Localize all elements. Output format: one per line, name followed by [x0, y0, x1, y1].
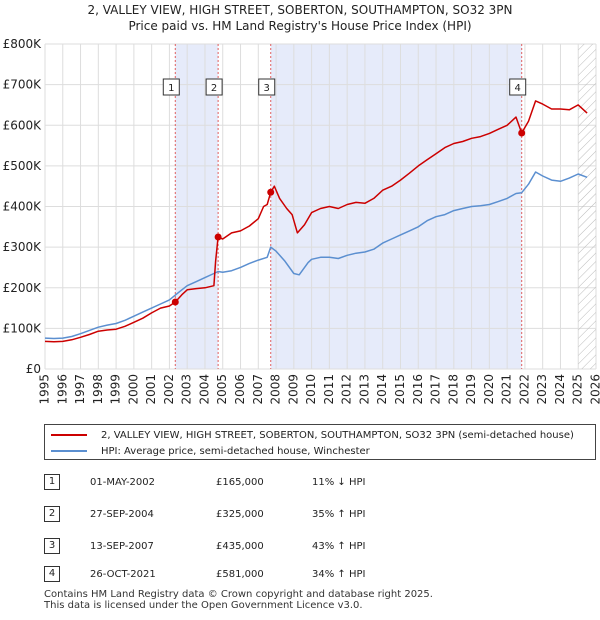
transaction-price: £435,000	[216, 541, 264, 552]
transaction-label-text: 4	[515, 83, 521, 94]
transaction-label-box	[258, 78, 276, 96]
forecast-hatch	[578, 44, 596, 369]
x-tick-label: 2011	[322, 374, 336, 405]
transaction-price: £581,000	[216, 569, 264, 580]
y-tick-label: £500K	[3, 159, 43, 173]
transaction-label-box	[162, 78, 180, 96]
chart-legend: 2, VALLEY VIEW, HIGH STREET, SOBERTON, S…	[44, 424, 596, 460]
transaction-hpi: 34% ↑ HPI	[312, 569, 366, 580]
table-row: 3 13-SEP-2007 £435,000 43% ↑ HPI	[44, 538, 444, 556]
x-tick-label: 2008	[269, 374, 283, 405]
transaction-label-text: 3	[264, 83, 270, 94]
x-tick-label: 2006	[233, 374, 247, 405]
table-row: 2 27-SEP-2004 £325,000 35% ↑ HPI	[44, 506, 444, 524]
transaction-label-text: 2	[211, 83, 217, 94]
transaction-label-box	[205, 78, 223, 96]
transaction-date: 27-SEP-2004	[90, 509, 154, 520]
legend-hpi-label: HPI: Average price, semi-detached house,…	[101, 445, 370, 457]
x-tick-label: 2009	[286, 374, 300, 405]
transaction-date: 26-OCT-2021	[90, 569, 156, 580]
x-tick-label: 2004	[197, 374, 211, 405]
transaction-hpi: 43% ↑ HPI	[312, 541, 366, 552]
x-tick-label: 2018	[446, 374, 460, 405]
transaction-date: 13-SEP-2007	[90, 541, 154, 552]
legend-property-swatch	[51, 434, 87, 436]
hpi-line	[44, 171, 588, 340]
x-tick-label: 2013	[357, 374, 371, 405]
y-tick-label: £100K	[3, 321, 43, 335]
x-tick-label: 2023	[535, 374, 549, 405]
transaction-price: £165,000	[216, 477, 264, 488]
transaction-hpi: 35% ↑ HPI	[312, 509, 366, 520]
x-tick-label: 2002	[162, 374, 176, 405]
x-tick-label: 1999	[109, 374, 123, 405]
x-tick-label: 2007	[251, 374, 265, 405]
transaction-date: 01-MAY-2002	[90, 477, 156, 488]
x-tick-label: 1997	[73, 374, 87, 405]
legend-hpi-swatch	[51, 450, 87, 452]
price-chart: 1 2 3 4 £0 £100K £200K £300K £400K £500K £600K £70…	[3, 37, 600, 405]
x-tick-label: 2020	[482, 374, 496, 405]
x-tick-label: 2021	[500, 374, 514, 405]
x-tick-label: 2025	[571, 374, 585, 405]
y-tick-label: £800K	[3, 37, 43, 51]
x-tick-label: 2019	[464, 374, 478, 405]
x-tick-label: 1995	[38, 374, 52, 405]
transaction-label: 3	[258, 78, 276, 96]
transaction-number: 2	[44, 506, 60, 522]
transaction-price: £325,000	[216, 509, 264, 520]
x-tick-label: 2005	[215, 374, 229, 405]
legend-item-property: 2, VALLEY VIEW, HIGH STREET, SOBERTON, S…	[51, 427, 574, 443]
table-row: 1 01-MAY-2002 £165,000 11% ↓ HPI	[44, 474, 444, 492]
x-tick-label: 1998	[91, 374, 105, 405]
x-tick-label: 2015	[393, 374, 407, 405]
y-tick-label: £400K	[3, 200, 43, 214]
legend-property-label: 2, VALLEY VIEW, HIGH STREET, SOBERTON, S…	[101, 429, 574, 441]
transaction-number: 3	[44, 538, 60, 554]
y-tick-label: £700K	[3, 78, 43, 92]
transaction-label: 2	[205, 78, 223, 96]
transaction-point	[518, 129, 526, 137]
transaction-number: 4	[44, 566, 60, 582]
x-tick-label: 2014	[375, 374, 389, 405]
footer-copyright: Contains HM Land Registry data © Crown c…	[44, 589, 433, 600]
transaction-number: 1	[44, 474, 60, 490]
transaction-label-text: 1	[168, 83, 174, 94]
transaction-point	[267, 188, 275, 196]
property-price-line	[44, 100, 588, 343]
y-tick-label: £600K	[3, 118, 43, 132]
footer-license: This data is licensed under the Open Gov…	[44, 600, 363, 611]
x-tick-label: 2012	[340, 374, 354, 405]
table-row: 4 26-OCT-2021 £581,000 34% ↑ HPI	[44, 566, 444, 584]
footer: Contains HM Land Registry data © Crown c…	[44, 589, 433, 611]
transaction-label-box	[509, 78, 527, 96]
x-tick-label: 2016	[411, 374, 425, 405]
chart-title: 2, VALLEY VIEW, HIGH STREET, SOBERTON, S…	[87, 3, 513, 17]
x-tick-label: 2017	[429, 374, 443, 405]
x-tick-label: 2001	[144, 374, 158, 405]
x-tick-label: 2022	[517, 374, 531, 405]
transaction-point	[214, 233, 222, 241]
y-tick-label: £300K	[3, 240, 43, 254]
transaction-hpi: 11% ↓ HPI	[312, 477, 366, 488]
transaction-point	[171, 298, 179, 306]
y-tick-label: £0	[26, 362, 41, 376]
x-tick-label: 1996	[55, 374, 69, 405]
x-tick-label: 2026	[589, 374, 600, 405]
x-tick-label: 2003	[180, 374, 194, 405]
x-tick-label: 2024	[553, 374, 567, 405]
transaction-label: 1	[162, 78, 180, 96]
chart-subtitle: Price paid vs. HM Land Registry's House …	[128, 19, 472, 33]
x-tick-label: 2010	[304, 374, 318, 405]
legend-item-hpi: HPI: Average price, semi-detached house,…	[51, 443, 370, 459]
x-tick-label: 2000	[126, 374, 140, 405]
y-tick-label: £200K	[3, 281, 43, 295]
transaction-label: 4	[509, 78, 527, 96]
